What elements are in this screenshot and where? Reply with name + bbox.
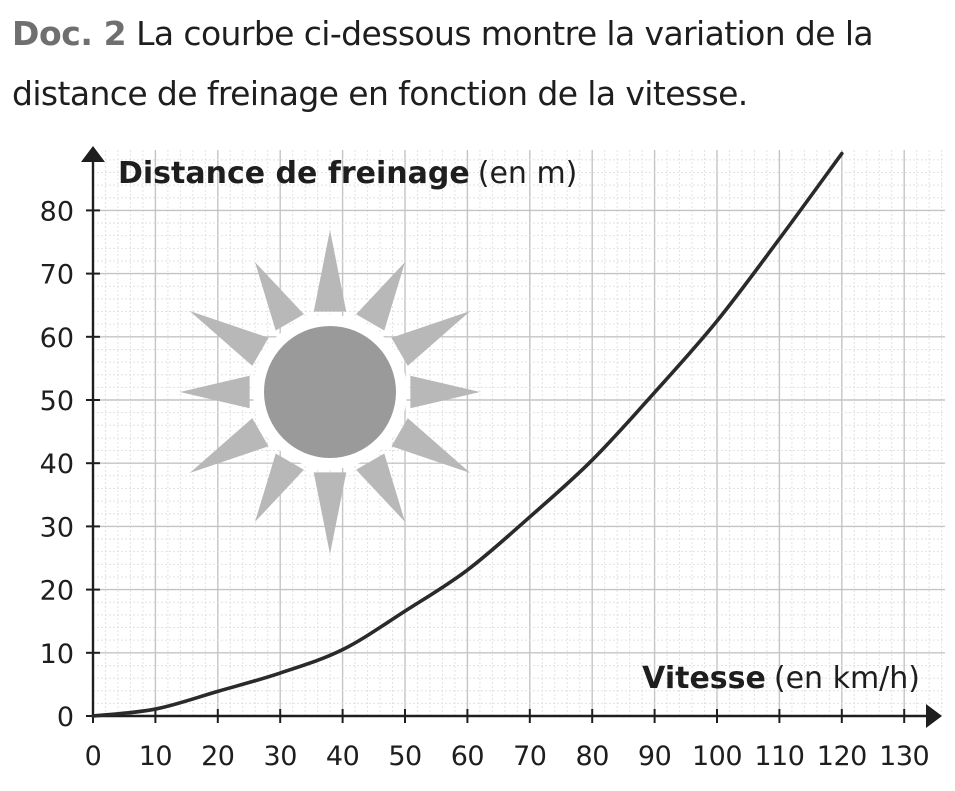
y-tick-label: 80 — [40, 196, 74, 227]
x-tick-label: 110 — [754, 741, 804, 772]
y-tick-label: 20 — [40, 576, 74, 607]
sun-ray — [180, 375, 250, 409]
sun-ray — [313, 230, 347, 312]
sun-ray — [189, 418, 269, 473]
x-tick-label: 10 — [139, 741, 172, 772]
x-tick-label: 100 — [692, 741, 742, 772]
x-axis-title-main: Vitesse — [642, 661, 766, 696]
sun-ray — [356, 453, 405, 522]
y-axis-title: Distance de freinage (en m) — [118, 156, 577, 191]
x-tick-label: 90 — [638, 741, 671, 772]
x-tick-label: 50 — [388, 741, 421, 772]
y-tick-label: 70 — [40, 260, 74, 291]
x-tick-label: 0 — [85, 741, 102, 772]
x-tick-label: 70 — [513, 741, 546, 772]
document-caption: Doc. 2 La courbe ci-dessous montre la va… — [12, 4, 947, 124]
y-tick-label: 0 — [57, 702, 74, 733]
y-tick-label: 40 — [40, 449, 74, 480]
y-axis-arrow-icon — [81, 146, 105, 162]
x-axis-arrow-icon — [926, 704, 942, 728]
y-tick-label: 30 — [40, 512, 74, 543]
x-tick-label: 40 — [326, 741, 359, 772]
x-tick-label: 30 — [264, 741, 297, 772]
x-tick-label: 60 — [451, 741, 484, 772]
sun-ray — [189, 311, 269, 366]
chart-ticks: 0 10 20 30 40 50 60 70 80 90 100 110 120 130 0 10 20 30 40… — [40, 196, 930, 772]
y-tick-label: 10 — [40, 639, 74, 670]
sun-ray — [410, 375, 480, 409]
x-tick-label: 130 — [879, 741, 929, 772]
sun-icon — [180, 230, 480, 554]
sun-ray — [255, 262, 304, 331]
x-tick-label: 20 — [201, 741, 234, 772]
chart-grid — [93, 150, 945, 716]
sun-ray — [313, 472, 347, 554]
x-axis-title-unit: (en km/h) — [774, 661, 920, 696]
chart-series — [91, 151, 844, 718]
x-tick-label: 80 — [576, 741, 609, 772]
sun-ray — [356, 262, 405, 331]
sun-core — [264, 326, 396, 458]
sun-ray — [255, 453, 304, 522]
y-axis-title-unit: (en m) — [478, 156, 578, 191]
braking-distance-curve — [91, 151, 844, 718]
y-axis-title-main: Distance de freinage — [118, 156, 470, 191]
doc-label: Doc. 2 — [12, 14, 127, 53]
doc-description: La courbe ci-dessous montre la variation… — [12, 14, 874, 113]
sun-ray — [391, 311, 471, 366]
y-tick-label: 50 — [40, 386, 74, 417]
y-tick-label: 60 — [40, 323, 74, 354]
sun-rays — [180, 230, 480, 554]
sun-ray — [391, 418, 471, 473]
chart-axes — [81, 146, 942, 728]
x-axis-title: Vitesse (en km/h) — [642, 661, 920, 696]
x-tick-label: 120 — [817, 741, 867, 772]
